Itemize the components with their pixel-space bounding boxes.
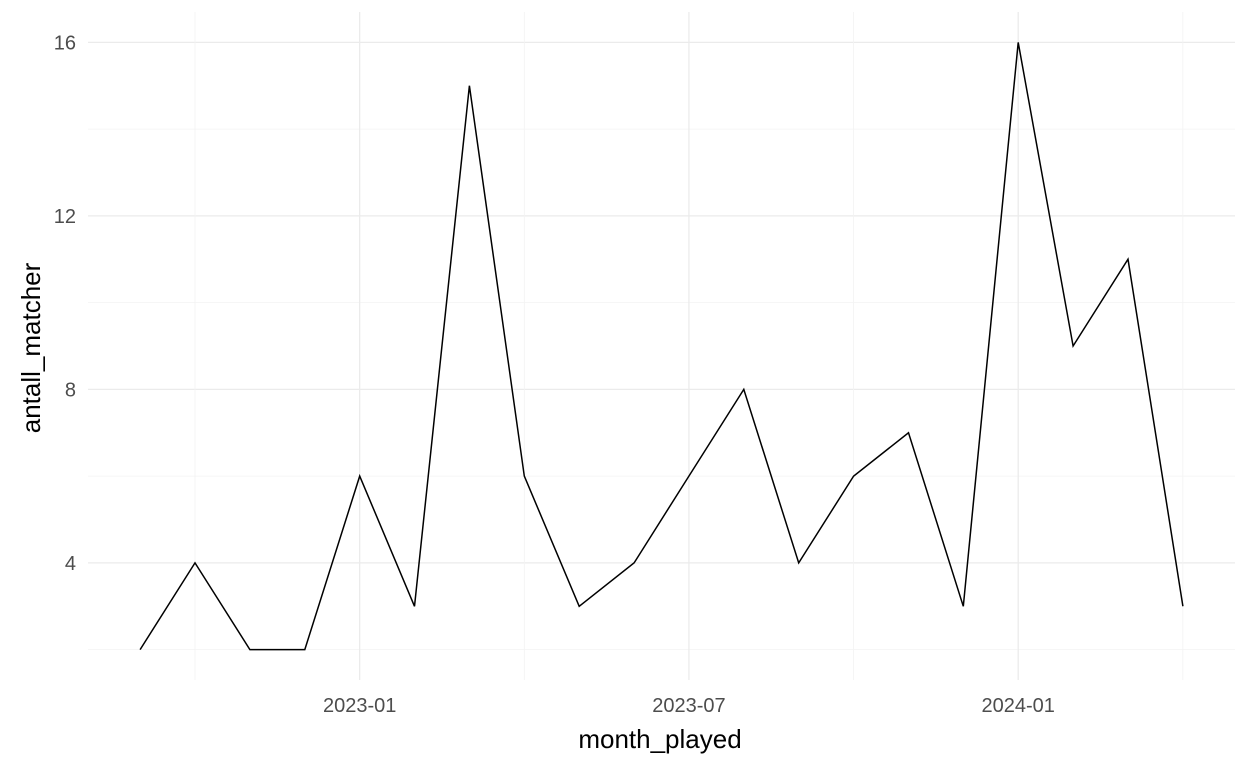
x-tick-label: 2023-07 [652,695,725,717]
x-axis-title: month_played [578,724,741,754]
y-tick-label: 16 [54,32,76,54]
x-axis-ticks: 2023-01 2023-07 2024-01 [323,695,1055,717]
y-axis-ticks: 4 8 12 16 [54,32,76,575]
x-tick-label: 2023-01 [323,695,396,717]
y-tick-label: 8 [65,379,76,401]
y-tick-label: 4 [65,553,76,575]
series-line [139,42,1184,651]
series-marks [139,42,1184,651]
y-axis-title: antall_matcher [16,262,46,433]
grid [88,12,1235,680]
x-tick-label: 2024-01 [982,695,1055,717]
y-tick-label: 12 [54,206,76,228]
